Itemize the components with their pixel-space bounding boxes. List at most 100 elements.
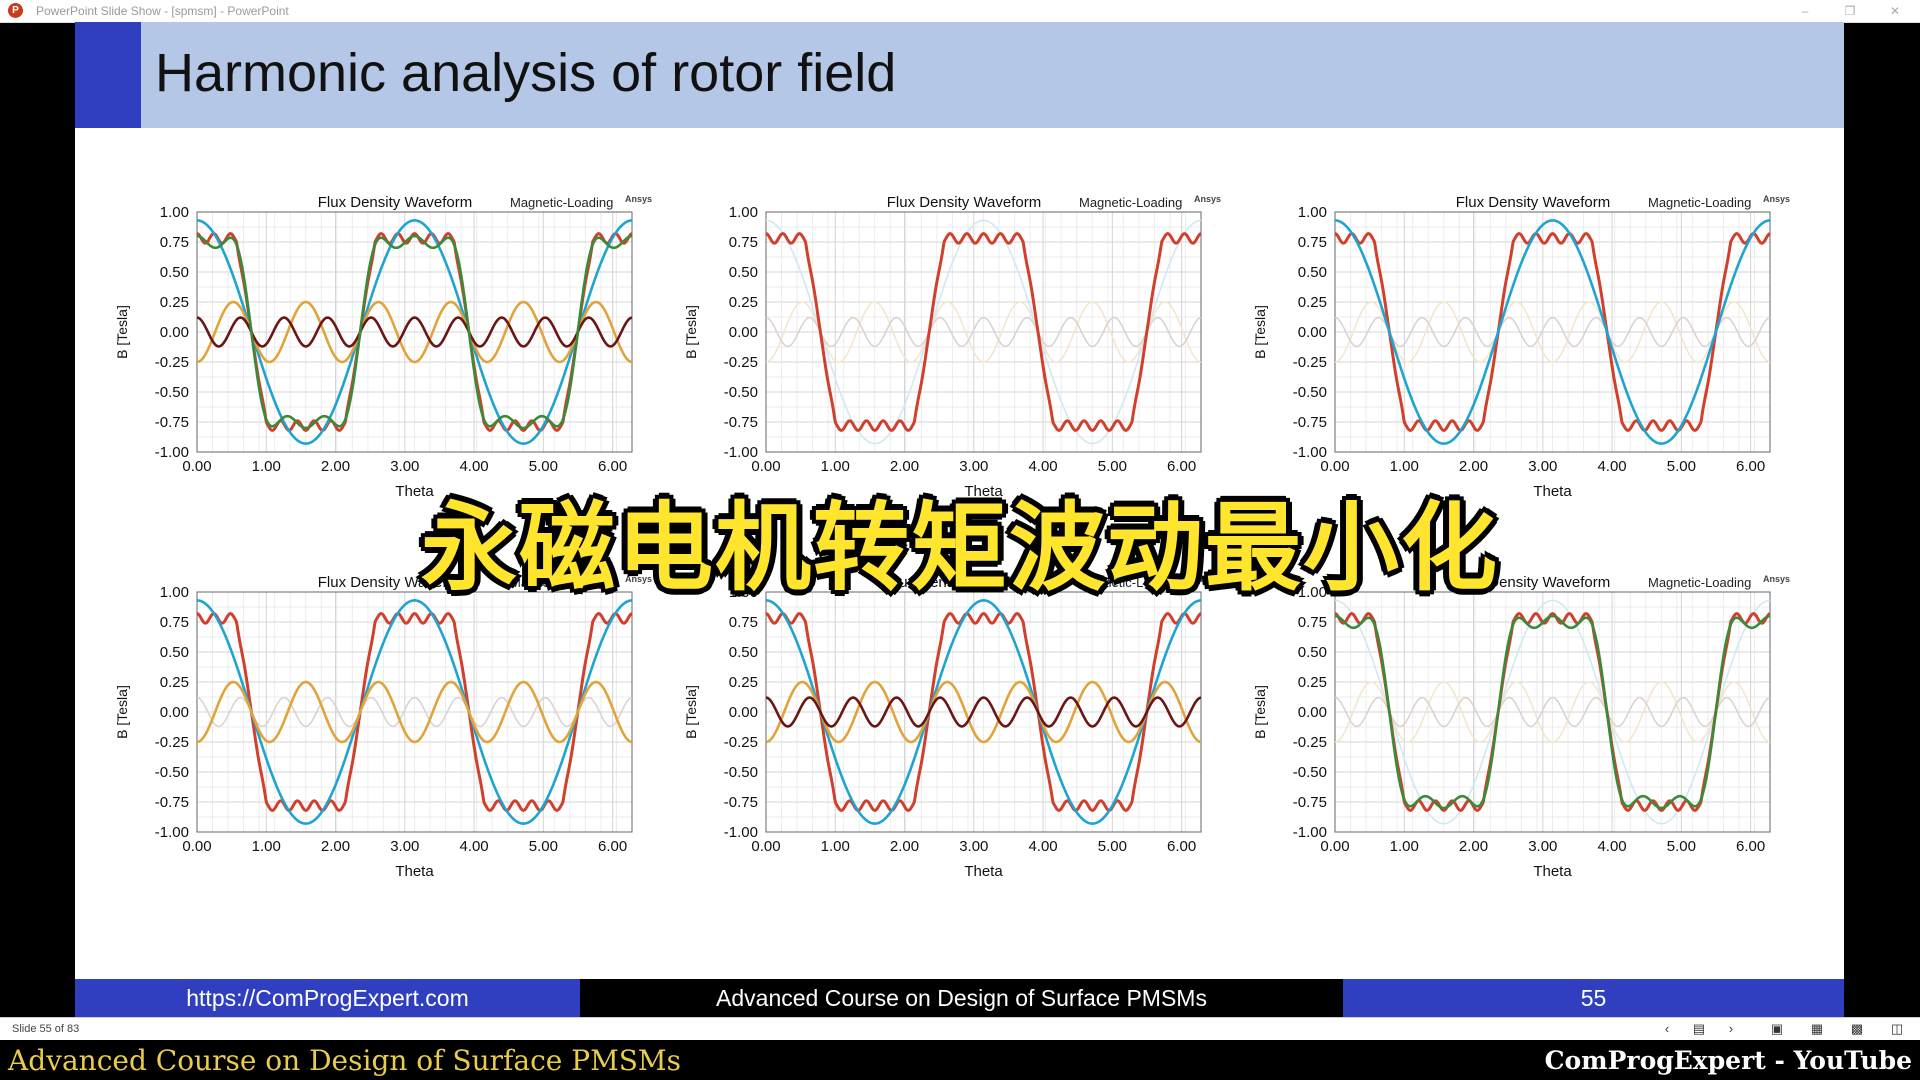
chart-title: Flux Density Waveform [887,194,1041,211]
footer-url: https://ComProgExpert.com [75,979,580,1017]
plot-frame [765,211,1202,453]
x-tick-label: 1.00 [1390,838,1419,855]
close-icon[interactable]: ✕ [1889,4,1901,18]
x-tick-label: 4.00 [1028,838,1057,855]
x-axis-label: Theta [964,863,1003,880]
y-tick-label: -1.00 [1293,444,1327,461]
y-tick-label: 0.25 [729,294,758,311]
y-axis-label: B [Tesla] [115,685,130,739]
slide-sorter-icon[interactable]: ▤ [1692,1021,1706,1036]
window-title: PowerPoint Slide Show - [spmsm] - PowerP… [36,4,289,18]
y-tick-label: 0.00 [729,324,758,341]
restore-icon[interactable]: ❐ [1844,4,1856,18]
x-tick-label: 4.00 [1597,838,1626,855]
y-tick-label: 0.75 [1298,234,1327,251]
x-tick-label: 0.00 [182,838,211,855]
x-tick-label: 2.00 [890,838,919,855]
y-tick-label: -0.75 [155,794,189,811]
y-tick-label: -0.75 [1293,794,1327,811]
y-tick-label: 0.50 [729,264,758,281]
x-tick-label: 5.00 [529,458,558,475]
minimize-icon[interactable]: – [1801,4,1809,18]
slide-title: Harmonic analysis of rotor field [155,43,897,103]
x-axis-label: Theta [395,483,434,500]
series-total [765,612,1202,812]
slideshow-icon[interactable]: ◫ [1890,1021,1904,1036]
series-total [765,232,1202,432]
series-total [196,232,633,432]
plot-frame [1334,591,1771,833]
series-fundamental [1334,219,1771,445]
series-fundamental [765,219,1202,445]
y-tick-label: -0.50 [1293,764,1327,781]
y-tick-label: -0.25 [155,354,189,371]
series-third_harmonic [1334,681,1771,743]
chart-title: Flux Density Waveform [1456,194,1610,211]
chart-title: Flux Density Waveform [887,574,1041,591]
x-tick-label: 2.00 [1459,458,1488,475]
plot-frame [196,591,633,833]
y-tick-label: 1.00 [729,584,758,601]
plot-6: Flux Density Waveform Magnetic-Loading Ans… [1253,572,1813,952]
series-fundamental [196,219,633,445]
x-tick-label: 0.00 [1320,838,1349,855]
y-axis-label: B [Tesla] [115,305,130,359]
y-tick-label: -0.75 [155,414,189,431]
y-tick-label: 0.75 [160,614,189,631]
y-tick-label: 1.00 [1298,204,1327,221]
x-axis-label: Theta [964,483,1003,500]
x-tick-label: 1.00 [252,838,281,855]
x-tick-label: 6.00 [1167,838,1196,855]
plot-frame [196,211,633,453]
y-tick-label: 0.25 [1298,674,1327,691]
x-axis-label: Theta [1533,863,1572,880]
normal-view-icon[interactable]: ▣ [1770,1021,1784,1036]
y-axis-label: B [Tesla] [684,685,699,739]
y-tick-label: 0.25 [1298,294,1327,311]
series-fifth_harmonic [196,316,633,348]
plot-frame [1334,211,1771,453]
series-fundamental [196,599,633,825]
chart-subtitle: Magnetic-Loading [1079,195,1182,210]
y-tick-label: 0.50 [160,644,189,661]
plot-3: Flux Density Waveform Magnetic-Loading Ans… [1253,192,1813,572]
y-tick-label: 0.50 [160,264,189,281]
prev-icon[interactable]: ‹ [1664,1021,1670,1036]
chart-brand: Ansys [1194,194,1221,204]
series-fifth_harmonic [196,696,633,728]
grid-view-icon[interactable]: ▦ [1810,1021,1824,1036]
title-band [141,22,1844,128]
chart-subtitle: Magnetic-Loading [1648,575,1751,590]
x-tick-label: 0.00 [751,838,780,855]
x-tick-label: 5.00 [1667,838,1696,855]
y-tick-label: -1.00 [1293,824,1327,841]
x-tick-label: 5.00 [1667,458,1696,475]
y-tick-label: 0.00 [160,324,189,341]
x-tick-label: 5.00 [1098,838,1127,855]
y-axis-label: B [Tesla] [1253,685,1268,739]
x-tick-label: 6.00 [1167,458,1196,475]
plot-4: Flux Density Waveform Magnetic-Loading Ans… [115,572,675,952]
next-icon[interactable]: › [1728,1021,1734,1036]
series-third_harmonic [765,301,1202,363]
y-tick-label: -0.50 [1293,384,1327,401]
x-tick-label: 3.00 [959,838,988,855]
chart-brand: Ansys [625,194,652,204]
chart-brand: Ansys [1194,574,1221,584]
y-tick-label: -0.25 [155,734,189,751]
y-tick-label: 1.00 [729,204,758,221]
x-tick-label: 3.00 [390,458,419,475]
y-tick-label: -0.50 [724,384,758,401]
y-tick-label: 0.75 [729,614,758,631]
y-tick-label: -0.25 [724,354,758,371]
y-tick-label: -0.25 [1293,734,1327,751]
x-tick-label: 0.00 [751,458,780,475]
y-axis-label: B [Tesla] [1253,305,1268,359]
reading-view-icon[interactable]: ▩ [1850,1021,1864,1036]
x-tick-label: 2.00 [890,458,919,475]
series-fundamental [765,599,1202,825]
y-tick-label: 1.00 [1298,584,1327,601]
y-tick-label: -1.00 [155,444,189,461]
statusbar: Slide 55 of 83 ‹ ▤ › ▣ ▦ ▩ ◫ [0,1017,1920,1040]
x-tick-label: 1.00 [821,838,850,855]
